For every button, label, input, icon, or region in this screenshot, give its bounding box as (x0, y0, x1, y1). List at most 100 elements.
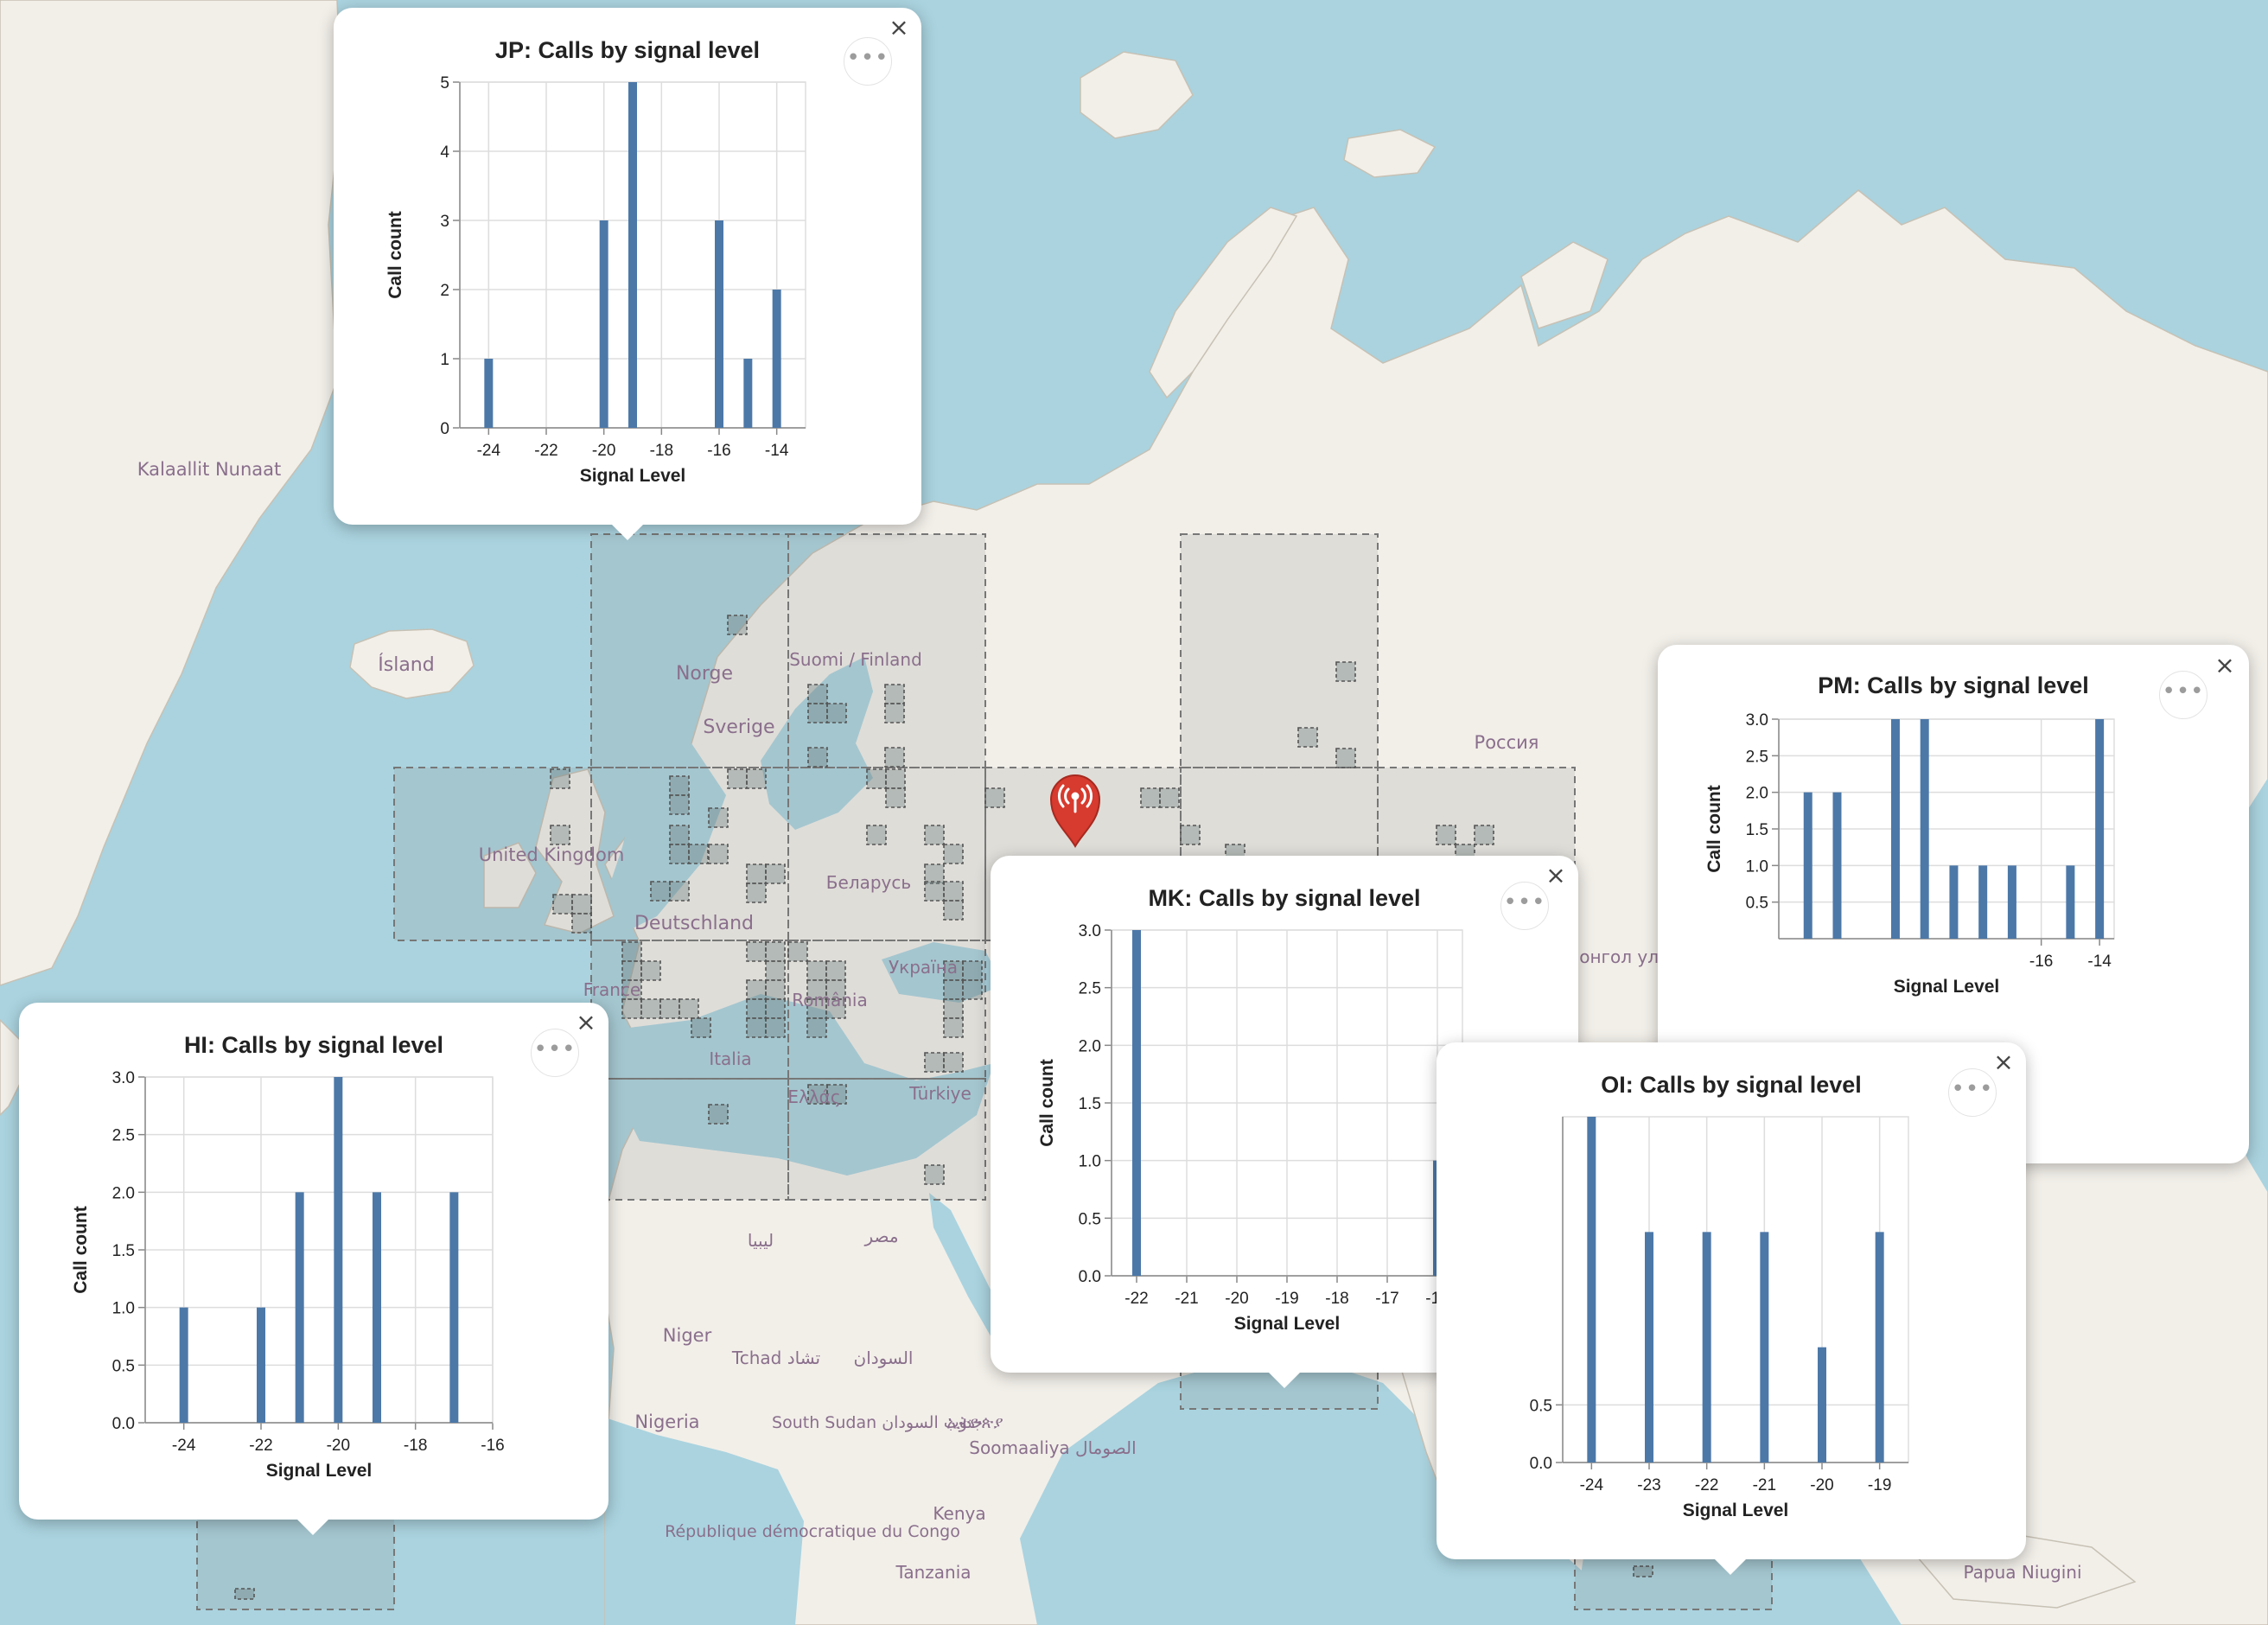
map-label: Italia (709, 1048, 751, 1069)
grid-square[interactable] (787, 1078, 986, 1201)
bar-chart: 0.0 0.5 1.0 1.5 2.0 2.5 3.0 -24 -22 -20 -18 -16 Sign… (71, 1069, 505, 1481)
x-tick-label: -21 (1753, 1476, 1776, 1494)
y-tick-label: 1.0 (1079, 1153, 1101, 1171)
close-icon[interactable]: × (2214, 651, 2235, 679)
x-tick-label: -19 (1275, 1290, 1298, 1308)
grid-square[interactable] (787, 533, 986, 768)
grid-square[interactable] (196, 1503, 395, 1610)
black-sea-water (882, 942, 1003, 1003)
y-tick-label: 2.0 (1746, 785, 1768, 803)
more-options-button[interactable]: ••• (1948, 1068, 1997, 1117)
more-options-button[interactable]: ••• (1500, 882, 1549, 930)
y-tick-label: 2.5 (1079, 980, 1101, 998)
y-tick-label: 1.0 (112, 1300, 135, 1318)
x-tick-label: -18 (404, 1437, 427, 1455)
close-icon[interactable]: × (1545, 861, 1566, 889)
x-tick-label: -19 (1868, 1476, 1891, 1494)
y-tick-label: 5 (440, 74, 449, 92)
grid-square[interactable] (590, 533, 789, 768)
map-label: Soomaaliya الصومال (969, 1437, 1136, 1458)
x-tick-label: -22 (1124, 1290, 1148, 1308)
bar (2066, 865, 2075, 939)
x-tick-label: -20 (327, 1437, 350, 1455)
grid-square[interactable] (590, 767, 789, 941)
close-icon[interactable]: × (1993, 1048, 2014, 1076)
y-tick-label: 1.0 (1746, 857, 1768, 876)
y-tick-label: 0.0 (1079, 1268, 1101, 1286)
map-label: Ísland (378, 653, 434, 676)
grid-square[interactable] (787, 940, 986, 1080)
bar (257, 1307, 265, 1423)
map-label: République démocratique du Congo (665, 1522, 960, 1541)
grid-square[interactable] (393, 767, 592, 941)
bar (1645, 1232, 1653, 1462)
y-tick-label: 4 (440, 143, 449, 162)
close-icon[interactable]: × (889, 13, 909, 41)
map-label: United Kingdom (479, 844, 625, 865)
x-axis-label: Signal Level (1234, 1314, 1341, 1334)
close-icon[interactable]: × (576, 1008, 596, 1036)
ireland-landmass (483, 842, 537, 908)
popup-jp: JP: Calls by signal level × ••• 0 1 2 3 4 5 -2… (334, 8, 921, 540)
map-label: Tanzania (895, 1562, 971, 1583)
y-tick-label: 1 (440, 351, 449, 369)
uk-landmass (535, 768, 615, 934)
popup-title: JP: Calls by signal level (494, 37, 761, 63)
y-tick-label: 3.0 (1746, 711, 1768, 730)
grid-square[interactable] (590, 1078, 789, 1201)
x-tick-label: -14 (2087, 953, 2112, 971)
map-label: Ελλάς (787, 1087, 840, 1107)
bar (1702, 1232, 1711, 1462)
x-tick-label: -24 (172, 1437, 196, 1455)
bar (334, 1077, 343, 1423)
map-label: Niger (663, 1325, 712, 1346)
more-options-button[interactable]: ••• (531, 1029, 579, 1077)
map-label: Монгол улс (1564, 946, 1668, 967)
bar (1978, 865, 1988, 939)
taymyr-landmass (1520, 241, 1609, 329)
bar-chart: 0.5 1.0 1.5 2.0 2.5 3.0 -16 -14 Signal Level Call… (1704, 711, 2115, 997)
bar (772, 290, 781, 428)
y-tick-label: 1.5 (1746, 821, 1768, 839)
franz-josef-landmass (1343, 129, 1437, 178)
svalbard-landmass (1080, 51, 1194, 139)
x-tick-label: -22 (1695, 1476, 1718, 1494)
x-tick-label: -22 (534, 442, 557, 460)
x-tick-label: -20 (592, 442, 615, 460)
more-options-button[interactable]: ••• (2159, 671, 2207, 719)
bar (1132, 930, 1141, 1276)
x-tick-label: -16 (481, 1437, 504, 1455)
x-axis-label: Signal Level (1894, 977, 2000, 997)
map-label: ليبيا (748, 1230, 774, 1251)
popup-tip (612, 525, 643, 540)
x-tick-label: -18 (1325, 1290, 1348, 1308)
y-tick-label: 2.5 (112, 1127, 135, 1145)
grid-subsquares (234, 615, 1653, 1600)
y-tick-label: 3.0 (1079, 922, 1101, 940)
bar (1760, 1232, 1769, 1462)
radio-tower-icon (1057, 784, 1093, 813)
y-tick-label: 2 (440, 282, 449, 300)
north-sea-water (605, 743, 726, 934)
bar (295, 1192, 304, 1423)
y-axis-label: Call count (1704, 785, 1724, 873)
grid-square[interactable] (1180, 533, 1379, 768)
atlantic-water (605, 1418, 804, 1625)
location-marker[interactable] (1049, 774, 1101, 848)
popup-tip (297, 1520, 328, 1535)
grid-square[interactable] (787, 767, 986, 941)
grid-square[interactable] (590, 940, 789, 1080)
more-options-button[interactable]: ••• (844, 37, 892, 86)
map-label: السودان (854, 1348, 914, 1368)
x-tick-label: -17 (1375, 1290, 1398, 1308)
y-axis-label: Call count (1037, 1059, 1057, 1147)
popup-title: PM: Calls by signal level (1818, 672, 2089, 698)
popup-title: OI: Calls by signal level (1601, 1072, 1862, 1098)
mediterranean-water (614, 994, 994, 1176)
map-label: Tchad تشاد (731, 1348, 820, 1368)
y-tick-label: 0.5 (1746, 895, 1768, 913)
y-tick-label: 0.5 (1530, 1397, 1552, 1415)
x-tick-label: -14 (765, 442, 789, 460)
bar-chart: 0.00.51.01.52.02.53.0-22-21-20-19-18-17-… (1037, 922, 1463, 1334)
popup-tip (1715, 1559, 1746, 1575)
